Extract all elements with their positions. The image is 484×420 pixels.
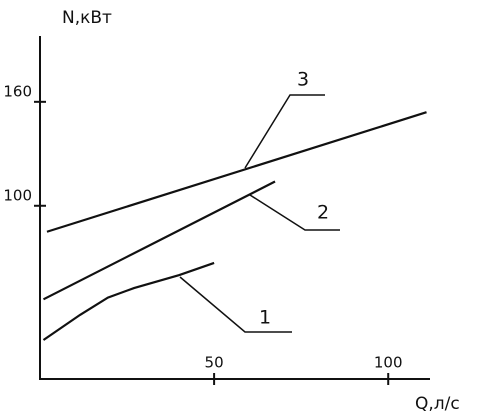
leader-line: [179, 276, 292, 333]
series-label: 2: [317, 202, 329, 224]
data-line: [42, 180, 276, 301]
y-tick-label: 100: [3, 186, 32, 204]
x-axis-label: Q,л/с: [415, 394, 460, 414]
x-tick-label: 50: [205, 354, 224, 372]
y-tick-label: 160: [3, 82, 32, 100]
leader-line: [244, 94, 325, 169]
series-label: 3: [297, 69, 309, 91]
y-axis-label: N,кВт: [62, 8, 112, 28]
series-label: 1: [259, 307, 271, 329]
x-tick-label: 100: [374, 354, 403, 372]
data-line: [42, 261, 215, 341]
leader-line: [249, 194, 340, 231]
data-line: [46, 111, 427, 233]
